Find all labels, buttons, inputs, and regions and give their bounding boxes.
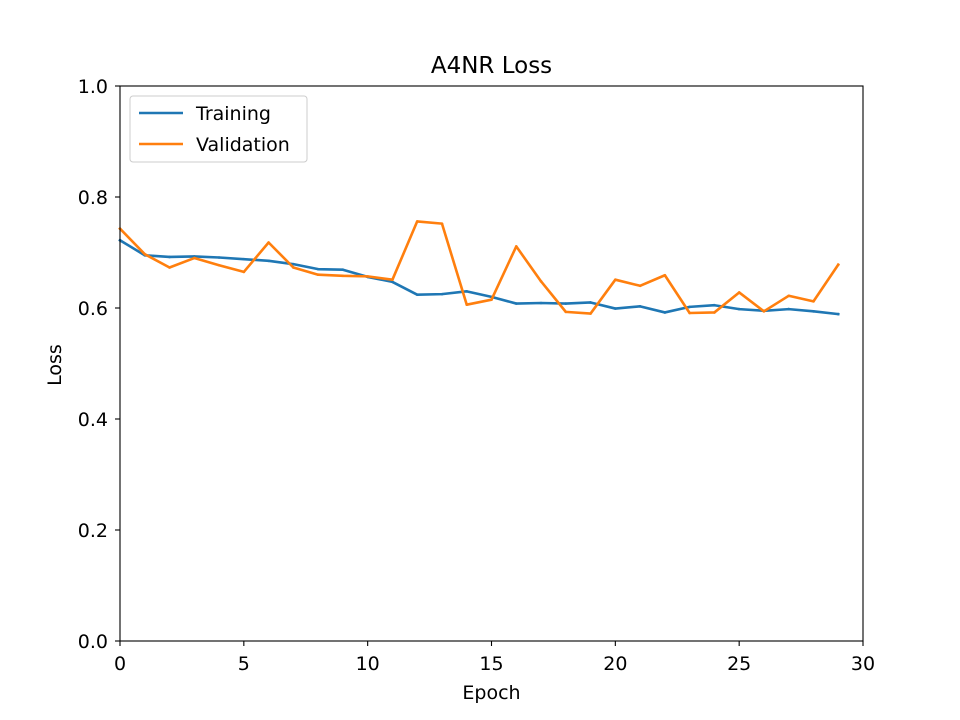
data-point-training: [514, 302, 518, 305]
data-point-validation: [440, 222, 444, 225]
legend-label-training: Training: [195, 103, 271, 125]
data-point-validation: [341, 274, 345, 278]
legend: Training Validation: [129, 95, 308, 163]
x-axis: 0 5 10 15 20 25 30: [114, 641, 875, 675]
y-tick-label: 0.2: [78, 520, 108, 542]
data-point-validation: [490, 298, 493, 301]
legend-label-validation: Validation: [196, 134, 290, 156]
data-point-training: [564, 302, 568, 305]
data-point-validation: [713, 311, 716, 314]
data-point-validation: [366, 275, 369, 278]
data-point-validation: [465, 303, 469, 306]
data-point-training: [341, 268, 345, 272]
data-point-training: [787, 307, 790, 311]
data-point-validation: [737, 291, 741, 294]
y-tick-label: 0.0: [78, 631, 108, 653]
series-line-training: [118, 238, 840, 316]
data-point-validation: [391, 278, 394, 281]
data-point-training: [614, 307, 617, 310]
data-point-validation: [292, 266, 295, 269]
data-point-training: [292, 262, 295, 266]
data-point-validation: [762, 310, 766, 313]
data-point-validation: [812, 300, 815, 303]
data-point-validation: [836, 263, 840, 267]
data-point-validation: [663, 273, 667, 277]
y-tick-label: 0.6: [78, 298, 108, 320]
data-point-training: [316, 267, 320, 271]
x-tick-label: 20: [603, 653, 627, 675]
y-tick-label: 1.0: [78, 76, 108, 98]
data-point-training: [242, 257, 246, 261]
data-point-training: [391, 280, 394, 284]
data-point-validation: [267, 241, 270, 244]
data-point-validation: [242, 270, 246, 274]
data-point-training: [836, 312, 840, 316]
y-axis-label: Loss: [44, 344, 66, 386]
series-layer: [118, 220, 841, 316]
data-point-validation: [589, 312, 592, 315]
x-tick-label: 5: [238, 653, 250, 675]
data-point-validation: [217, 263, 221, 267]
chart-title: A4NR Loss: [431, 53, 552, 79]
data-point-training: [713, 303, 716, 307]
data-point-training: [688, 305, 691, 309]
data-point-validation: [614, 278, 617, 281]
data-point-training: [663, 311, 667, 314]
data-point-training: [440, 292, 444, 296]
data-point-training: [168, 255, 171, 259]
data-point-validation: [514, 245, 518, 248]
data-point-training: [267, 259, 270, 263]
data-point-training: [415, 293, 419, 296]
data-point-validation: [316, 273, 320, 277]
data-point-training: [539, 301, 543, 305]
x-tick-label: 25: [727, 653, 751, 675]
x-axis-label: Epoch: [462, 682, 520, 704]
data-point-validation: [787, 294, 790, 298]
data-point-training: [812, 310, 815, 313]
data-point-training: [589, 301, 592, 304]
data-point-validation: [638, 284, 642, 288]
data-point-training: [638, 305, 642, 308]
x-tick-label: 15: [479, 653, 503, 675]
data-point-validation: [168, 266, 171, 269]
data-point-training: [465, 290, 469, 293]
y-tick-label: 0.4: [78, 409, 108, 431]
data-point-validation: [415, 220, 419, 223]
y-tick-label: 0.8: [78, 187, 108, 209]
x-tick-label: 10: [356, 653, 380, 675]
x-tick-label: 0: [114, 653, 126, 675]
data-point-validation: [564, 310, 568, 314]
data-point-training: [217, 256, 221, 259]
data-point-validation: [539, 280, 543, 283]
y-axis: 0.0 0.2 0.4 0.6 0.8 1.0: [78, 76, 120, 653]
series-line-validation: [118, 220, 841, 315]
data-point-validation: [143, 252, 147, 256]
data-point-training: [737, 307, 741, 311]
data-point-validation: [688, 311, 691, 315]
x-tick-label: 30: [851, 653, 875, 675]
data-point-validation: [193, 256, 196, 260]
